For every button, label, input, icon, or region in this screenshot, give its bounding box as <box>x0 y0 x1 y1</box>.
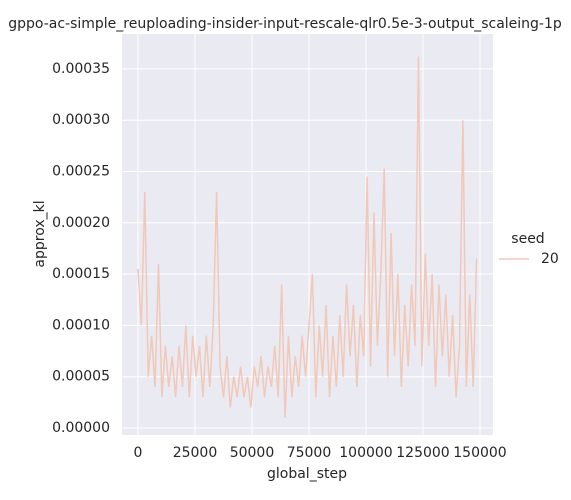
y-tick-label: 0.00015 <box>52 266 110 282</box>
x-tick-label: 150000 <box>453 445 506 461</box>
y-tick-label: 0.00000 <box>52 420 110 436</box>
x-tick-label: 100000 <box>339 445 392 461</box>
y-axis-label: approx_kl <box>32 200 48 267</box>
y-tick-label: 0.00030 <box>52 112 110 128</box>
x-tick-label: 50000 <box>230 445 275 461</box>
x-axis-label: global_step <box>267 466 347 482</box>
y-tick-label: 0.00005 <box>52 369 110 385</box>
x-tick-label: 25000 <box>173 445 218 461</box>
x-tick-label: 75000 <box>287 445 332 461</box>
legend-title: seed <box>511 231 544 247</box>
marks <box>137 56 478 418</box>
x-tick-label: 125000 <box>396 445 449 461</box>
y-tick-label: 0.00035 <box>52 61 110 77</box>
y-tick-label: 0.00020 <box>52 215 110 231</box>
chart-title: gppo-ac-simple_reuploading-insider-input… <box>8 16 562 32</box>
y-tick-label: 0.00025 <box>52 163 110 179</box>
data-line <box>137 56 478 418</box>
x-tick-label: 0 <box>134 445 143 461</box>
y-tick-label: 0.00010 <box>52 317 110 333</box>
legend-label: 20 <box>541 251 559 267</box>
